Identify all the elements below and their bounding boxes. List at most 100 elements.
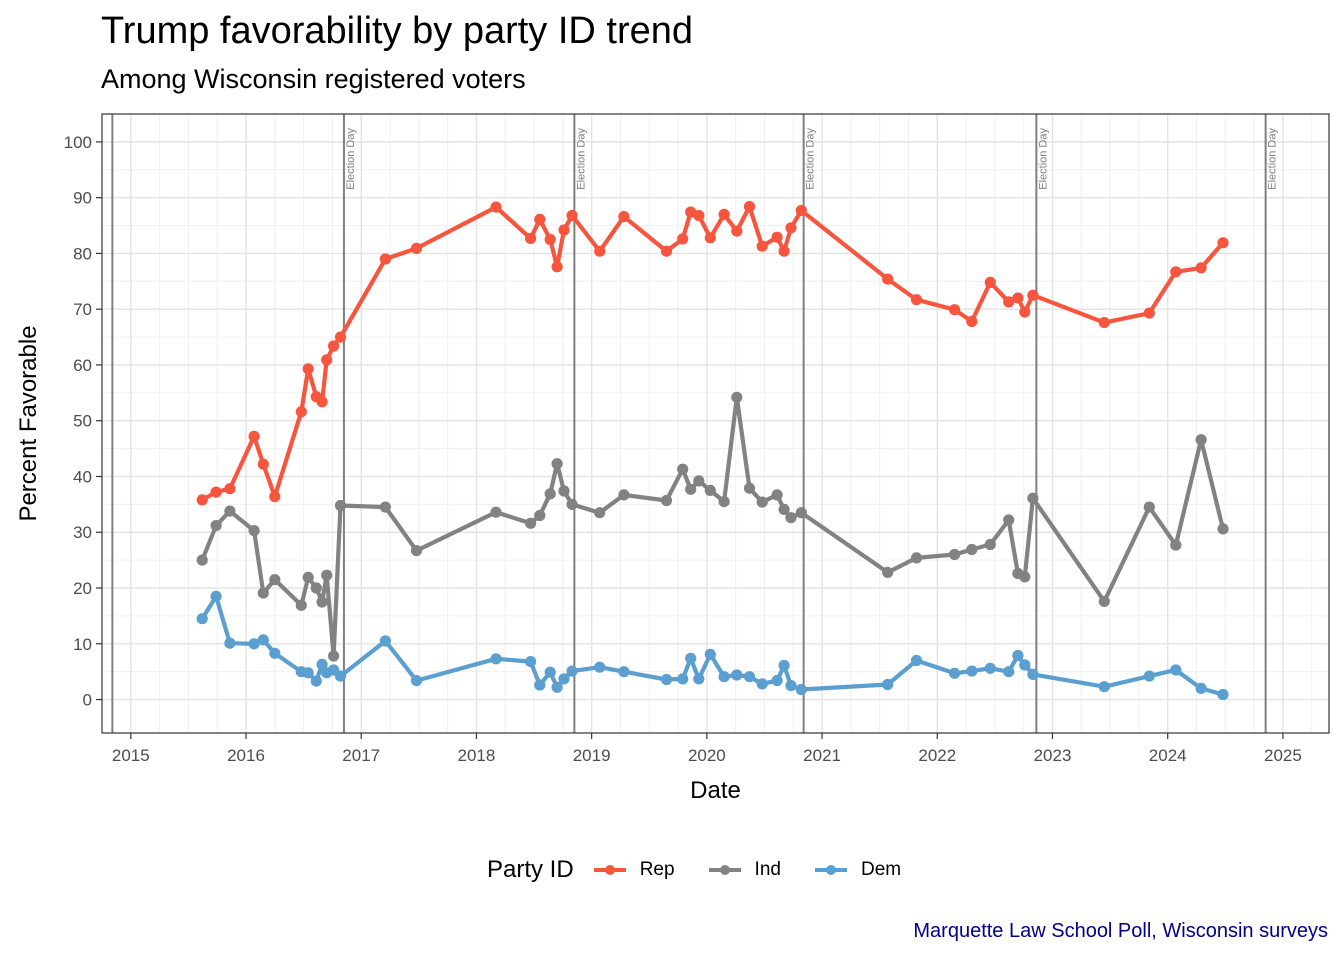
data-point-ind: [882, 567, 893, 578]
election-day-label: Election Day: [1267, 128, 1279, 190]
data-point-dem: [269, 648, 280, 659]
data-point-ind: [1217, 523, 1228, 534]
data-point-dem: [618, 666, 629, 677]
data-point-ind: [303, 572, 314, 583]
data-point-dem: [380, 635, 391, 646]
data-point-ind: [490, 507, 501, 518]
data-point-ind: [317, 596, 328, 607]
y-tick-label: 30: [73, 523, 92, 542]
y-tick-label: 90: [73, 189, 92, 208]
data-point-dem: [719, 671, 730, 682]
data-point-ind: [1099, 596, 1110, 607]
data-point-dem: [949, 668, 960, 679]
data-point-dem: [677, 673, 688, 684]
data-point-ind: [380, 502, 391, 513]
data-point-dem: [985, 663, 996, 674]
data-point-ind: [705, 485, 716, 496]
y-tick-label: 80: [73, 244, 92, 263]
data-point-dem: [779, 660, 790, 671]
data-point-ind: [197, 555, 208, 566]
data-point-ind: [1170, 540, 1181, 551]
data-point-rep: [411, 243, 422, 254]
data-point-ind: [211, 520, 222, 531]
data-point-ind: [224, 506, 235, 517]
data-point-dem: [411, 675, 422, 686]
data-point-ind: [618, 489, 629, 500]
election-day-label: Election Day: [805, 128, 817, 190]
data-point-rep: [335, 332, 346, 343]
data-point-ind: [567, 499, 578, 510]
data-point-dem: [966, 666, 977, 677]
data-point-rep: [534, 214, 545, 225]
data-point-dem: [594, 662, 605, 673]
data-point-rep: [1019, 306, 1030, 317]
data-point-dem: [796, 684, 807, 695]
data-point-ind: [911, 552, 922, 563]
data-point-rep: [772, 232, 783, 243]
data-point-ind: [311, 582, 322, 593]
data-point-ind: [772, 489, 783, 500]
y-axis-ticks: 0102030405060708090100: [64, 133, 102, 710]
data-point-ind: [534, 510, 545, 521]
x-tick-label: 2017: [342, 746, 380, 765]
data-point-dem: [772, 675, 783, 686]
y-tick-label: 60: [73, 356, 92, 375]
data-point-ind: [321, 570, 332, 581]
data-point-dem: [303, 667, 314, 678]
data-point-dem: [558, 673, 569, 684]
series-line-rep: [202, 207, 1223, 500]
series-line-dem: [202, 596, 1223, 694]
panel-border: [102, 114, 1329, 733]
data-point-rep: [661, 246, 672, 257]
data-point-dem: [882, 679, 893, 690]
data-point-dem: [1170, 664, 1181, 675]
data-point-rep: [303, 363, 314, 374]
y-tick-label: 20: [73, 579, 92, 598]
data-point-ind: [1019, 571, 1030, 582]
y-tick-label: 70: [73, 300, 92, 319]
x-tick-label: 2025: [1264, 746, 1302, 765]
data-point-rep: [618, 211, 629, 222]
major-grid: [102, 114, 1329, 733]
data-point-rep: [296, 406, 307, 417]
data-point-dem: [1144, 671, 1155, 682]
data-point-rep: [525, 233, 536, 244]
x-tick-label: 2024: [1149, 746, 1187, 765]
data-point-rep: [731, 226, 742, 237]
data-point-ind: [966, 544, 977, 555]
data-point-rep: [796, 205, 807, 216]
data-point-rep: [258, 459, 269, 470]
series-line-ind: [202, 397, 1223, 656]
data-point-rep: [779, 246, 790, 257]
data-point-dem: [567, 666, 578, 677]
data-point-rep: [1170, 266, 1181, 277]
data-point-ind: [558, 485, 569, 496]
data-point-dem: [911, 655, 922, 666]
y-tick-label: 40: [73, 467, 92, 486]
data-point-rep: [321, 354, 332, 365]
data-point-ind: [269, 574, 280, 585]
x-tick-label: 2023: [1034, 746, 1072, 765]
data-point-ind: [731, 392, 742, 403]
x-tick-label: 2018: [458, 746, 496, 765]
legend-item-dem: Dem: [813, 858, 901, 882]
data-point-dem: [1196, 683, 1207, 694]
data-point-rep: [545, 234, 556, 245]
data-point-ind: [525, 518, 536, 529]
legend-key-dem: [813, 858, 849, 882]
x-tick-label: 2015: [112, 746, 150, 765]
data-point-rep: [744, 201, 755, 212]
x-tick-label: 2021: [803, 746, 841, 765]
legend-item-ind: Ind: [707, 858, 781, 882]
data-point-ind: [258, 587, 269, 598]
data-point-rep: [224, 483, 235, 494]
data-point-ind: [693, 475, 704, 486]
data-point-rep: [558, 224, 569, 235]
data-point-dem: [1217, 689, 1228, 700]
data-point-ind: [545, 488, 556, 499]
data-point-rep: [1217, 237, 1228, 248]
legend-item-rep: Rep: [592, 858, 675, 882]
data-point-dem: [731, 669, 742, 680]
data-point-rep: [567, 210, 578, 221]
data-point-ind: [249, 525, 260, 536]
